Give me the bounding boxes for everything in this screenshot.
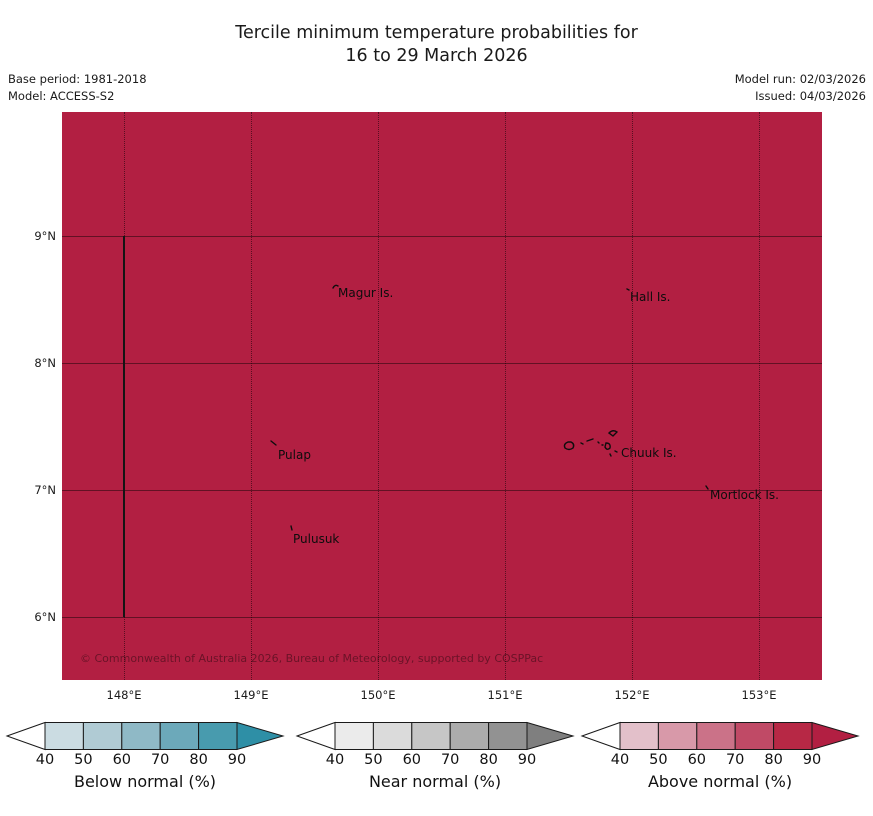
colorbar-above-label: Above normal (%): [647, 772, 793, 791]
colorbar-tick-near-40: 40: [325, 752, 345, 768]
colorbar-tick-above-70: 70: [725, 752, 745, 768]
gridline-149e: [251, 112, 252, 680]
place-label-magur: Magur Is.: [338, 286, 394, 300]
map-canvas: Magur Is. Hall Is. Pulap Chuuk Is. Mortl…: [62, 112, 822, 680]
issued-text: Issued: 04/03/2026: [755, 89, 866, 103]
gridline-150e: [378, 112, 379, 680]
meta-right: Model run: 02/03/2026 Issued: 04/03/2026: [735, 71, 866, 105]
place-label-hall: Hall Is.: [630, 290, 671, 304]
title-line-1: Tercile minimum temperature probabilitie…: [235, 23, 638, 43]
colorbar-tick-near-60: 60: [402, 752, 422, 768]
colorbar-below-label: Below normal (%): [73, 772, 217, 791]
colorbar-below-normal: 40 50 60 70 80 90 Below normal (%): [4, 721, 286, 791]
x-tick-148e: 148°E: [106, 688, 142, 702]
meta-left: Base period: 1981-2018 Model: ACCESS-S2: [8, 71, 147, 105]
place-label-pulusuk: Pulusuk: [293, 532, 340, 546]
colorbar-tick-near-80: 80: [479, 752, 498, 768]
gridline-6n: [62, 617, 822, 618]
copyright-text: © Commonwealth of Australia 2026, Bureau…: [80, 652, 544, 665]
colorbar-above-normal: 40 50 60 70 80 90 Above normal (%): [579, 721, 861, 791]
gridline-153e: [759, 112, 760, 680]
place-label-pulap: Pulap: [278, 448, 311, 462]
colorbar-near-label: Near normal (%): [368, 772, 502, 791]
colorbar-tick-above-80: 80: [764, 752, 783, 768]
colorbar-tick-near-50: 50: [364, 752, 383, 768]
y-tick-6n: 6°N: [34, 610, 56, 624]
colorbar-tick-below-40: 40: [35, 752, 55, 768]
gridline-8n: [62, 363, 822, 364]
page-title: Tercile minimum temperature probabilitie…: [0, 22, 873, 68]
gridline-151e: [505, 112, 506, 680]
place-label-chuuk: Chuuk Is.: [621, 446, 677, 460]
colorbar-tick-near-70: 70: [440, 752, 460, 768]
gridline-152e: [632, 112, 633, 680]
island-markers-svg: [270, 284, 709, 531]
colorbar-tick-below-70: 70: [150, 752, 170, 768]
x-tick-152e: 152°E: [614, 688, 650, 702]
colorbar-below-bar: [4, 721, 286, 751]
colorbar-tick-below-60: 60: [112, 752, 132, 768]
place-label-mortlock: Mortlock Is.: [710, 488, 779, 502]
title-line-2: 16 to 29 March 2026: [345, 46, 528, 66]
gridline-9n: [62, 236, 822, 237]
region-boundary-line: [123, 236, 125, 617]
x-tick-149e: 149°E: [233, 688, 269, 702]
colorbar-tick-above-40: 40: [610, 752, 630, 768]
colorbar-tick-above-50: 50: [649, 752, 668, 768]
colorbar-tick-near-90: 90: [517, 752, 537, 768]
model-text: Model: ACCESS-S2: [8, 89, 115, 103]
y-tick-8n: 8°N: [34, 356, 56, 370]
colorbar-tick-below-50: 50: [74, 752, 93, 768]
y-tick-9n: 9°N: [34, 229, 56, 243]
colorbar-near-ticks: 40 50 60 70 80 90: [294, 751, 576, 770]
gridline-7n: [62, 490, 822, 491]
colorbar-above-ticks: 40 50 60 70 80 90: [579, 751, 861, 770]
colorbar-above-bar: [579, 721, 861, 751]
x-tick-153e: 153°E: [741, 688, 777, 702]
model-run-text: Model run: 02/03/2026: [734, 72, 866, 86]
x-tick-150e: 150°E: [360, 688, 396, 702]
colorbar-tick-above-60: 60: [687, 752, 707, 768]
colorbar-shape-below: [5, 721, 285, 751]
colorbar-below-ticks: 40 50 60 70 80 90: [4, 751, 286, 770]
colorbar-near-bar: [294, 721, 576, 751]
y-tick-7n: 7°N: [34, 483, 56, 497]
colorbar-tick-below-80: 80: [189, 752, 208, 768]
colorbar-shape-near: [295, 721, 575, 751]
colorbar-tick-below-90: 90: [227, 752, 247, 768]
base-period-text: Base period: 1981-2018: [8, 72, 147, 86]
x-tick-151e: 151°E: [487, 688, 523, 702]
colorbar-near-normal: 40 50 60 70 80 90 Near normal (%): [294, 721, 576, 791]
colorbar-shape-above: [580, 721, 860, 751]
colorbar-tick-above-90: 90: [802, 752, 822, 768]
